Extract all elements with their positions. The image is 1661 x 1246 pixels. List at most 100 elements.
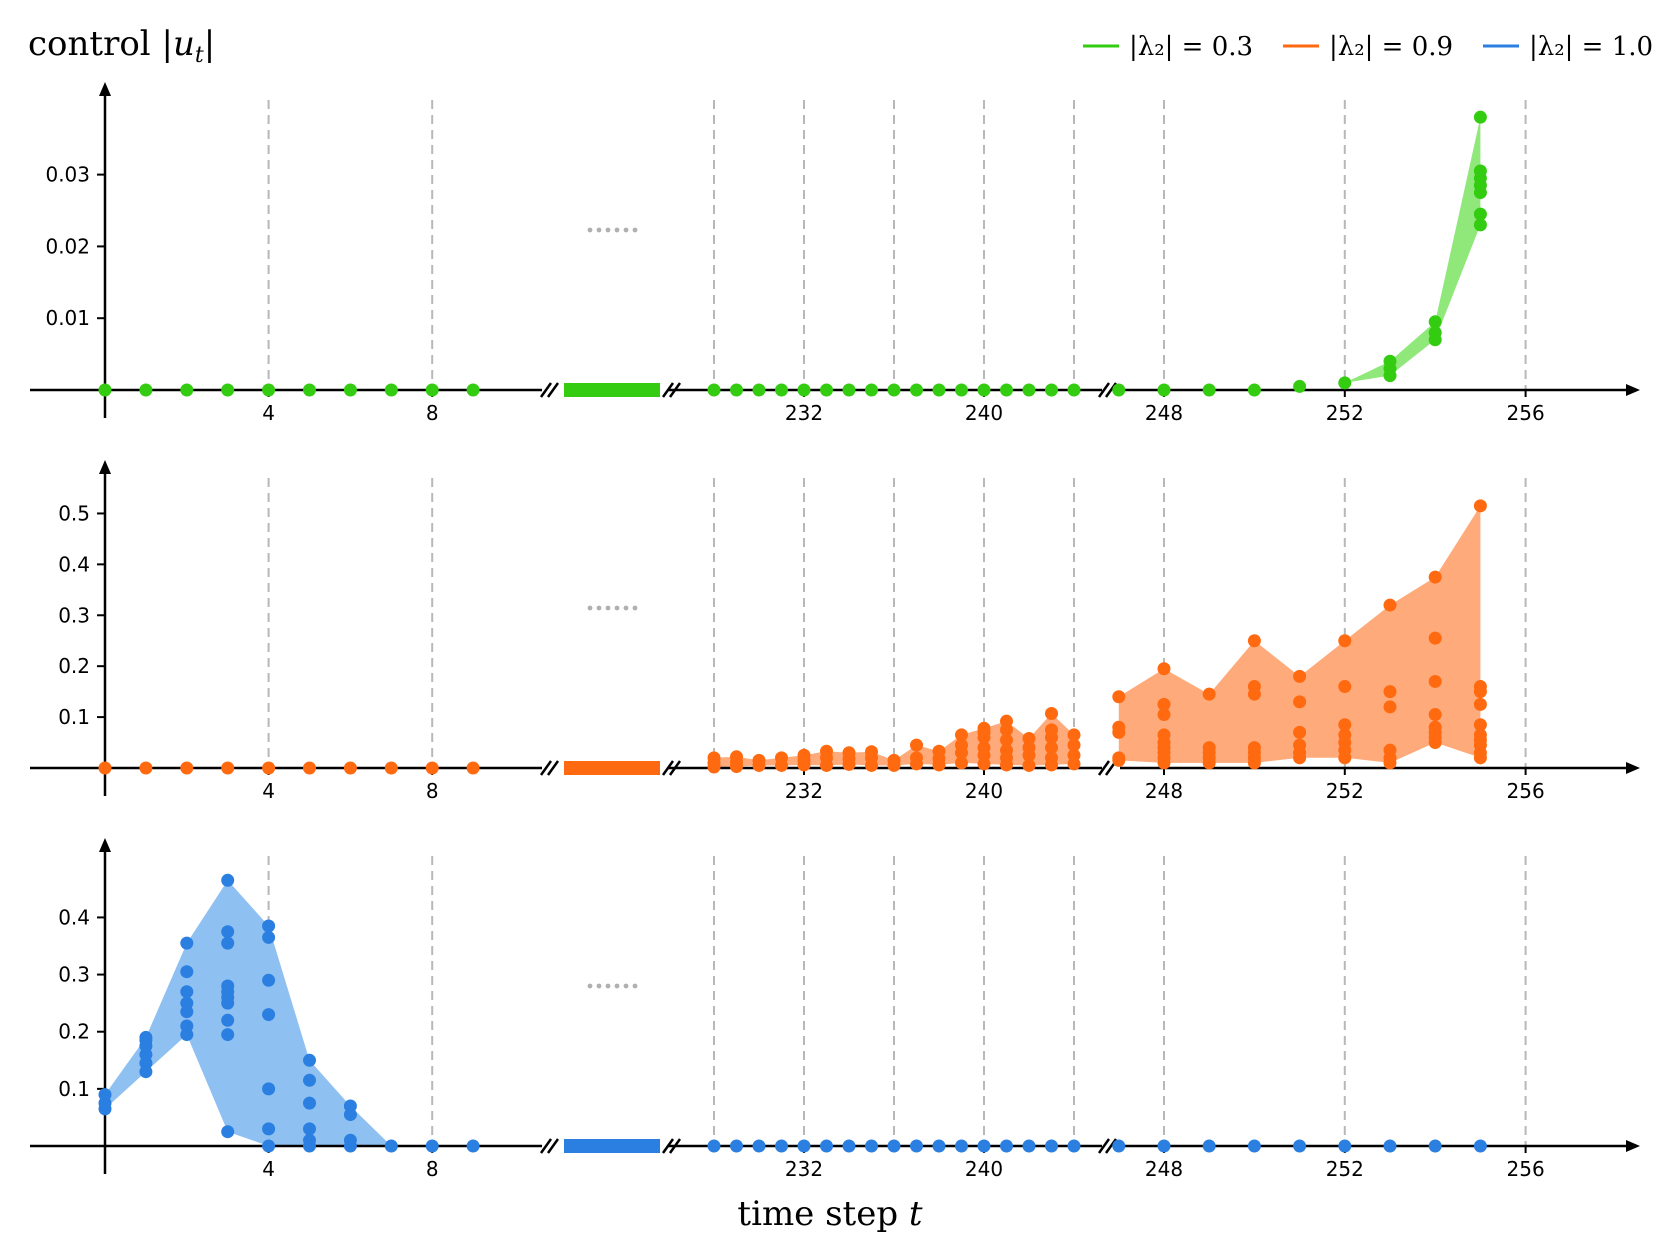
data-point <box>343 761 357 775</box>
data-point <box>303 1122 316 1136</box>
data-point <box>262 1082 276 1096</box>
data-point <box>842 746 856 760</box>
y-tick-label: 0.4 <box>58 552 90 576</box>
data-point <box>303 1073 316 1087</box>
data-point <box>1112 383 1126 397</box>
axis-break-mark <box>539 1138 553 1154</box>
axis-break-mark <box>668 760 682 776</box>
data-point <box>1428 570 1442 584</box>
data-point <box>977 383 991 397</box>
axis-break-mark <box>539 760 553 776</box>
x-tick-label: 232 <box>785 1157 823 1181</box>
data-point <box>1000 383 1013 397</box>
data-point <box>977 1139 991 1153</box>
data-point <box>887 753 901 767</box>
data-point <box>1157 697 1171 711</box>
data-point <box>1338 680 1352 694</box>
data-point <box>221 925 235 939</box>
axis-break-mark <box>661 1138 675 1154</box>
ellipsis-dot <box>623 983 629 989</box>
data-point <box>1157 1139 1171 1153</box>
compressed-section-bar <box>564 761 660 775</box>
x-tick-label: 252 <box>1326 401 1364 425</box>
data-point <box>1045 383 1058 397</box>
y-tick-label: 0.2 <box>58 654 90 678</box>
y-tick-label: 0.1 <box>58 1077 90 1101</box>
data-point <box>1383 685 1397 699</box>
data-point <box>932 383 946 397</box>
data-point <box>955 383 968 397</box>
data-point <box>425 383 439 397</box>
data-point <box>1338 728 1352 742</box>
axis-break-mark <box>661 760 675 776</box>
data-point <box>343 1099 357 1113</box>
x-tick-label: 240 <box>965 401 1003 425</box>
axis-break-mark <box>668 382 682 398</box>
ellipsis-dot <box>587 983 593 989</box>
data-point <box>1067 383 1081 397</box>
data-point <box>775 1139 788 1153</box>
axis-break-mark <box>539 382 553 398</box>
data-point <box>1473 207 1487 221</box>
ellipsis-dot <box>614 227 620 233</box>
x-tick-label: 256 <box>1507 401 1545 425</box>
data-point <box>1000 714 1013 728</box>
data-point <box>384 761 398 775</box>
data-point <box>1428 674 1442 688</box>
y-tick-label: 0.01 <box>45 306 90 330</box>
ellipsis-dot <box>623 605 629 611</box>
y-tick-label: 0.4 <box>58 905 90 929</box>
x-tick-label: 240 <box>965 1157 1003 1181</box>
data-point <box>180 1019 194 1033</box>
axis-break-mark <box>546 1138 560 1154</box>
ellipsis-dot <box>605 227 611 233</box>
data-point <box>1202 741 1216 755</box>
data-point <box>932 744 946 758</box>
data-point <box>303 1053 316 1067</box>
data-point <box>139 761 153 775</box>
data-point <box>752 383 766 397</box>
legend-label: |λ₂| = 0.9 <box>1329 32 1453 62</box>
data-point <box>466 383 480 397</box>
ellipsis-dot <box>623 227 629 233</box>
data-point <box>1202 687 1216 701</box>
data-point <box>180 383 194 397</box>
ellipsis-dot <box>596 605 602 611</box>
data-point <box>1067 748 1081 762</box>
data-point <box>1338 718 1352 732</box>
data-point <box>1247 634 1261 648</box>
data-point <box>1473 1139 1487 1153</box>
data-point <box>1383 354 1397 368</box>
data-point <box>180 761 194 775</box>
data-point <box>1428 326 1442 340</box>
data-point <box>221 761 235 775</box>
data-point <box>820 744 833 758</box>
data-point <box>1045 751 1058 765</box>
data-point <box>842 1139 856 1153</box>
data-point <box>1157 662 1171 676</box>
data-point <box>180 965 194 979</box>
data-point <box>910 738 923 752</box>
data-point <box>139 1030 153 1044</box>
data-point <box>1112 720 1126 734</box>
envelope-band <box>1118 505 1481 763</box>
data-point <box>1473 164 1487 178</box>
legend-entry: |λ₂| = 0.9 <box>1283 32 1453 62</box>
axis-break-mark <box>1097 1138 1111 1154</box>
data-point <box>707 1139 721 1153</box>
data-point <box>955 738 968 752</box>
data-point <box>384 1139 398 1153</box>
legend: |λ₂| = 0.3 |λ₂| = 0.9 |λ₂| = 1.0 <box>1083 32 1653 62</box>
data-point <box>1022 758 1036 772</box>
data-point <box>865 383 878 397</box>
data-point <box>1383 743 1397 757</box>
legend-label: |λ₂| = 1.0 <box>1529 32 1653 62</box>
data-point <box>797 383 811 397</box>
y-tick-label: 0.03 <box>45 163 90 187</box>
data-point <box>1202 1139 1216 1153</box>
data-point <box>1293 379 1307 393</box>
data-point <box>221 873 235 887</box>
data-point <box>384 383 398 397</box>
data-point <box>1293 695 1307 709</box>
y-axis-arrow <box>99 838 111 852</box>
